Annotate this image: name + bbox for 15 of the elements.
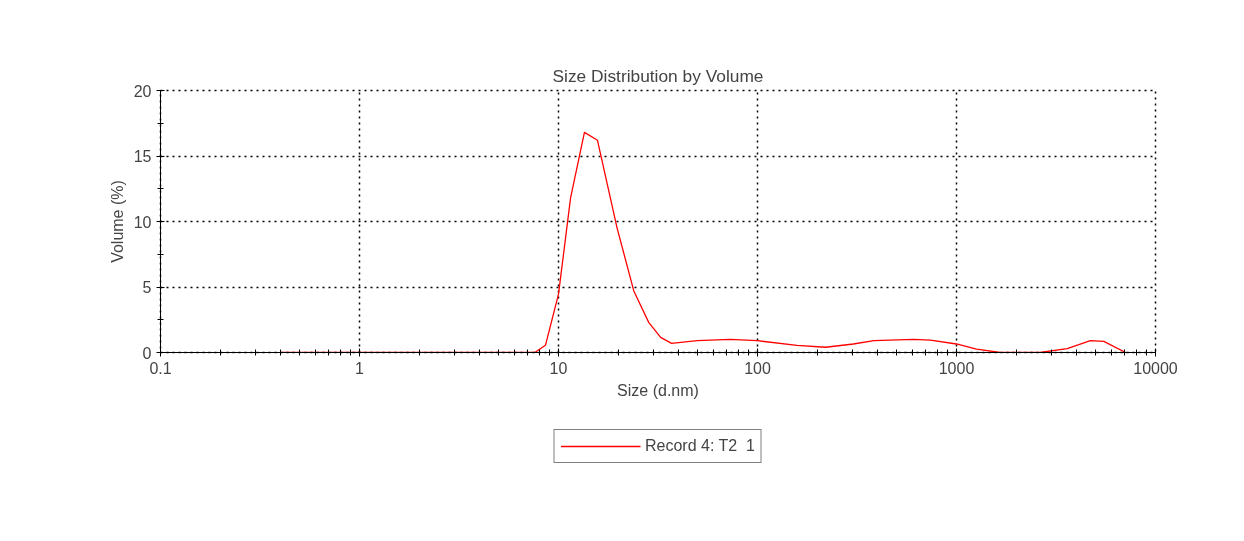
x-tick-label: 0.1: [149, 359, 172, 377]
y-tick-label: 20: [133, 82, 152, 100]
x-axis-title: Size (d.nm): [617, 381, 699, 399]
x-tick-label: 1000: [938, 359, 975, 377]
x-tick-label: 10000: [1133, 359, 1178, 377]
legend-label: Record 4: T2 1: [645, 437, 755, 455]
x-tick-label: 1: [355, 359, 365, 377]
y-tick-label: 0: [142, 344, 152, 362]
x-tick-label: 100: [744, 359, 771, 377]
chart-title: Size Distribution by Volume: [552, 65, 764, 86]
y-tick-label: 10: [133, 213, 152, 231]
y-tick-label: 5: [142, 279, 152, 296]
x-tick-label: 10: [549, 359, 568, 377]
y-tick-label: 15: [133, 148, 152, 165]
y-axis-title: Volume (%): [108, 180, 126, 263]
